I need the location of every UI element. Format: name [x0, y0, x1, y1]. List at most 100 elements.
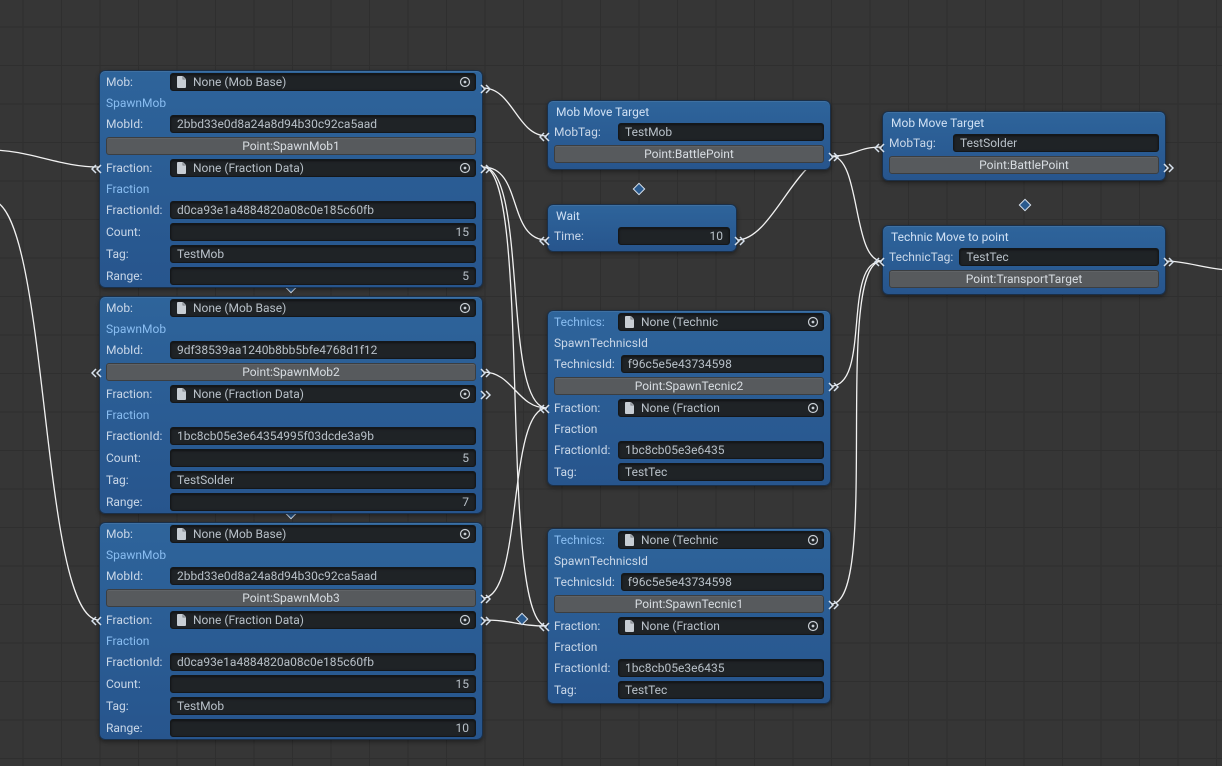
fraction-label: Fraction:	[106, 161, 164, 175]
fractionid-field[interactable]: 1bc8cb05e3e6435	[618, 659, 824, 677]
fraction-asset-picker[interactable]: None (Fraction Data)	[170, 159, 476, 177]
fractionid-label: FractionId:	[554, 443, 612, 457]
technics-label: Technics:	[554, 315, 612, 329]
count-label: Count:	[106, 677, 164, 691]
fraction-title: Fraction	[554, 640, 824, 654]
point-bar[interactable]: Point:TransportTarget	[889, 270, 1159, 288]
mobid-field[interactable]: 2bbd33e0d8a24a8d94b30c92ca5aad	[170, 567, 476, 585]
tag-field[interactable]: TestMob	[170, 697, 476, 715]
fractionid-field[interactable]: 1bc8cb05e3e64354995f03dcde3a9b	[170, 427, 476, 445]
target-icon[interactable]	[459, 614, 471, 626]
fractionid-field[interactable]: 1bc8cb05e3e6435	[618, 441, 824, 459]
point-bar[interactable]: Point:SpawnTecnic1	[554, 595, 824, 613]
spawn-technics-node[interactable]: Technics: None (Technic SpawnTechnicsId …	[547, 310, 831, 486]
fraction-asset-picker[interactable]: None (Fraction	[618, 617, 824, 635]
fractionid-field[interactable]: d0ca93e1a4884820a08c0e185c60fb	[170, 201, 476, 219]
tag-field[interactable]: TestSolder	[170, 471, 476, 489]
target-icon[interactable]	[459, 528, 471, 540]
mob-asset-picker[interactable]: None (Mob Base)	[170, 525, 476, 543]
target-icon[interactable]	[807, 316, 819, 328]
output-port[interactable]	[827, 599, 839, 611]
node-title: SpawnTechnicsId	[554, 336, 824, 350]
document-icon	[625, 402, 635, 414]
output-port[interactable]	[479, 593, 491, 605]
target-icon[interactable]	[459, 76, 471, 88]
range-label: Range:	[106, 269, 164, 283]
output-port[interactable]	[827, 151, 839, 163]
count-field[interactable]: 15	[170, 675, 476, 693]
input-port[interactable]	[91, 367, 103, 379]
output-port[interactable]	[827, 381, 839, 393]
node-title: SpawnMob	[106, 322, 476, 336]
target-icon[interactable]	[807, 402, 819, 414]
fractionid-label: FractionId:	[106, 429, 164, 443]
mobtag-field[interactable]: TestSolder	[953, 134, 1159, 152]
mobid-field[interactable]: 9df38539aa1240b8bb5bfe4768d1f12	[170, 341, 476, 359]
point-bar[interactable]: Point:SpawnMob2	[106, 363, 476, 381]
node-title: Mob Move Target	[548, 101, 830, 121]
document-icon	[177, 302, 187, 314]
point-bar[interactable]: Point:SpawnMob1	[106, 137, 476, 155]
mob-asset-picker[interactable]: None (Mob Base)	[170, 73, 476, 91]
technics-label: Technics:	[554, 533, 612, 547]
fraction-asset-picker[interactable]: None (Fraction	[618, 399, 824, 417]
tag-field[interactable]: TestTec	[618, 681, 824, 699]
node-title: SpawnMob	[106, 548, 476, 562]
wait-node[interactable]: Wait Time: 10	[547, 204, 737, 252]
mobid-field[interactable]: 2bbd33e0d8a24a8d94b30c92ca5aad	[170, 115, 476, 133]
target-icon[interactable]	[459, 302, 471, 314]
mob-move-target-node[interactable]: Mob Move Target MobTag: TestSolder Point…	[882, 111, 1166, 181]
point-bar[interactable]: Point:BattlePoint	[889, 156, 1159, 174]
mob-asset-picker[interactable]: None (Mob Base)	[170, 299, 476, 317]
mob-label: Mob:	[106, 301, 164, 315]
technicsid-label: TechnicsId:	[554, 575, 615, 589]
document-icon	[177, 76, 187, 88]
mob-label: Mob:	[106, 527, 164, 541]
target-icon[interactable]	[807, 534, 819, 546]
fraction-asset-picker[interactable]: None (Fraction Data)	[170, 385, 476, 403]
fraction-label: Fraction:	[106, 613, 164, 627]
fraction-label: Fraction:	[554, 401, 612, 415]
mobtag-label: MobTag:	[889, 136, 947, 150]
fractionid-label: FractionId:	[554, 661, 612, 675]
spawn-technics-node[interactable]: Technics: None (Technic SpawnTechnicsId …	[547, 528, 831, 704]
technics-asset-picker[interactable]: None (Technic	[618, 313, 824, 331]
mob-move-target-node[interactable]: Mob Move Target MobTag: TestMob Point:Ba…	[547, 100, 831, 170]
technics-asset-picker[interactable]: None (Technic	[618, 531, 824, 549]
target-icon[interactable]	[459, 388, 471, 400]
mobid-label: MobId:	[106, 343, 164, 357]
count-field[interactable]: 5	[170, 449, 476, 467]
output-port[interactable]	[1162, 162, 1174, 174]
node-title: Mob Move Target	[883, 112, 1165, 132]
count-field[interactable]: 15	[170, 223, 476, 241]
mobtag-field[interactable]: TestMob	[618, 123, 824, 141]
point-bar[interactable]: Point:SpawnMob3	[106, 589, 476, 607]
point-bar[interactable]: Point:BattlePoint	[554, 145, 824, 163]
output-port[interactable]	[479, 367, 491, 379]
tag-label: Tag:	[106, 247, 164, 261]
target-icon[interactable]	[459, 162, 471, 174]
target-icon[interactable]	[807, 620, 819, 632]
range-field[interactable]: 5	[170, 267, 476, 285]
tag-field[interactable]: TestTec	[618, 463, 824, 481]
tag-label: Tag:	[554, 683, 612, 697]
range-field[interactable]: 7	[170, 493, 476, 511]
time-field[interactable]: 10	[618, 227, 730, 245]
tag-label: Tag:	[554, 465, 612, 479]
technic-move-node[interactable]: Technic Move to point TechnicTag: TestTe…	[882, 225, 1166, 295]
range-field[interactable]: 10	[170, 719, 476, 737]
document-icon	[177, 614, 187, 626]
fractionid-field[interactable]: d0ca93e1a4884820a08c0e185c60fb	[170, 653, 476, 671]
spawn-mob-node[interactable]: Mob: None (Mob Base) SpawnMob MobId: 2bb…	[99, 522, 483, 740]
fraction-title: Fraction	[106, 634, 476, 648]
spawn-mob-node[interactable]: Mob: None (Mob Base) SpawnMob MobId: 2bb…	[99, 70, 483, 288]
fraction-title: Fraction	[106, 408, 476, 422]
fraction-asset-picker[interactable]: None (Fraction Data)	[170, 611, 476, 629]
point-bar[interactable]: Point:SpawnTecnic2	[554, 377, 824, 395]
technicsid-field[interactable]: f96c5e5e43734598	[621, 355, 824, 373]
technictag-field[interactable]: TestTec	[959, 248, 1159, 266]
tag-field[interactable]: TestMob	[170, 245, 476, 263]
spawn-mob-node[interactable]: Mob: None (Mob Base) SpawnMob MobId: 9df…	[99, 296, 483, 514]
node-graph-canvas[interactable]: Mob: None (Mob Base) SpawnMob MobId: 2bb…	[0, 0, 1222, 766]
technicsid-field[interactable]: f96c5e5e43734598	[621, 573, 824, 591]
